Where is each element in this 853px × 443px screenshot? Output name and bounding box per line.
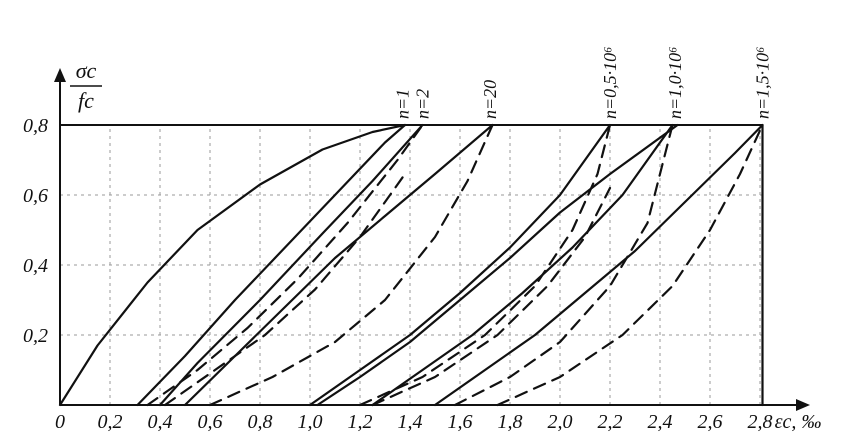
dashed-curve <box>163 172 407 407</box>
solid-curve <box>58 123 407 407</box>
dashed-curve <box>208 123 494 407</box>
y-axis-arrow <box>54 68 66 82</box>
solid-curve <box>308 123 612 407</box>
dashed-curve <box>371 186 612 407</box>
x-axis-label: εc, ‰ <box>775 411 822 433</box>
dashed-curve <box>146 123 424 407</box>
series-label: n=1 <box>393 89 413 119</box>
x-tick-label: 1,8 <box>498 411 523 433</box>
x-tick-label: 0,6 <box>198 411 223 433</box>
series-label: n=0,5·10⁶ <box>600 47 620 119</box>
solid-curve <box>136 123 407 407</box>
dashed-curve <box>358 123 612 407</box>
x-tick-label: 1,2 <box>348 411 373 433</box>
x-tick-label: 2,0 <box>548 411 573 433</box>
y-axis-label-numerator: σc <box>76 58 97 83</box>
series-label: n=1,5·10⁶ <box>753 47 773 119</box>
x-tick-label: 1,0 <box>298 411 323 433</box>
series-layer <box>58 123 764 407</box>
x-axis-arrow <box>796 399 810 411</box>
x-tick-label: 0,8 <box>248 411 273 433</box>
x-tick-label: 1,4 <box>398 411 423 433</box>
x-tick-label: 2,4 <box>648 411 673 433</box>
y-tick-label: 0,6 <box>23 185 48 207</box>
y-tick-label: 0,2 <box>23 325 48 347</box>
solid-curve <box>371 123 674 407</box>
label-layer: 0 0,2 0,4 0,6 0,8 1,0 1,2 1,4 1,6 1,8 2,0 2,2 2,4 2,6… <box>23 47 821 433</box>
solid-curve <box>433 123 764 407</box>
x-tick-label: 0,2 <box>98 411 123 433</box>
series-label: n=20 <box>480 80 500 119</box>
x-tick-label: 1,6 <box>448 411 473 433</box>
x-tick-label: 2,2 <box>598 411 623 433</box>
dashed-curve <box>496 123 764 407</box>
y-tick-label: 0,4 <box>23 255 48 277</box>
solid-curve <box>158 123 424 407</box>
solid-curve <box>316 123 679 407</box>
dashed-curve <box>453 123 674 407</box>
y-axis-label-denominator: fc <box>78 88 94 113</box>
x-tick-label: 0,4 <box>148 411 173 433</box>
series-label: n=2 <box>413 89 433 119</box>
x-tick-label: 0 <box>55 411 65 433</box>
series-label: n=1,0·10⁶ <box>665 47 685 119</box>
x-tick-label: 2,8 <box>748 411 773 433</box>
x-tick-label: 2,6 <box>698 411 723 433</box>
axes-layer <box>54 68 810 411</box>
y-tick-label: 0,8 <box>23 115 48 137</box>
